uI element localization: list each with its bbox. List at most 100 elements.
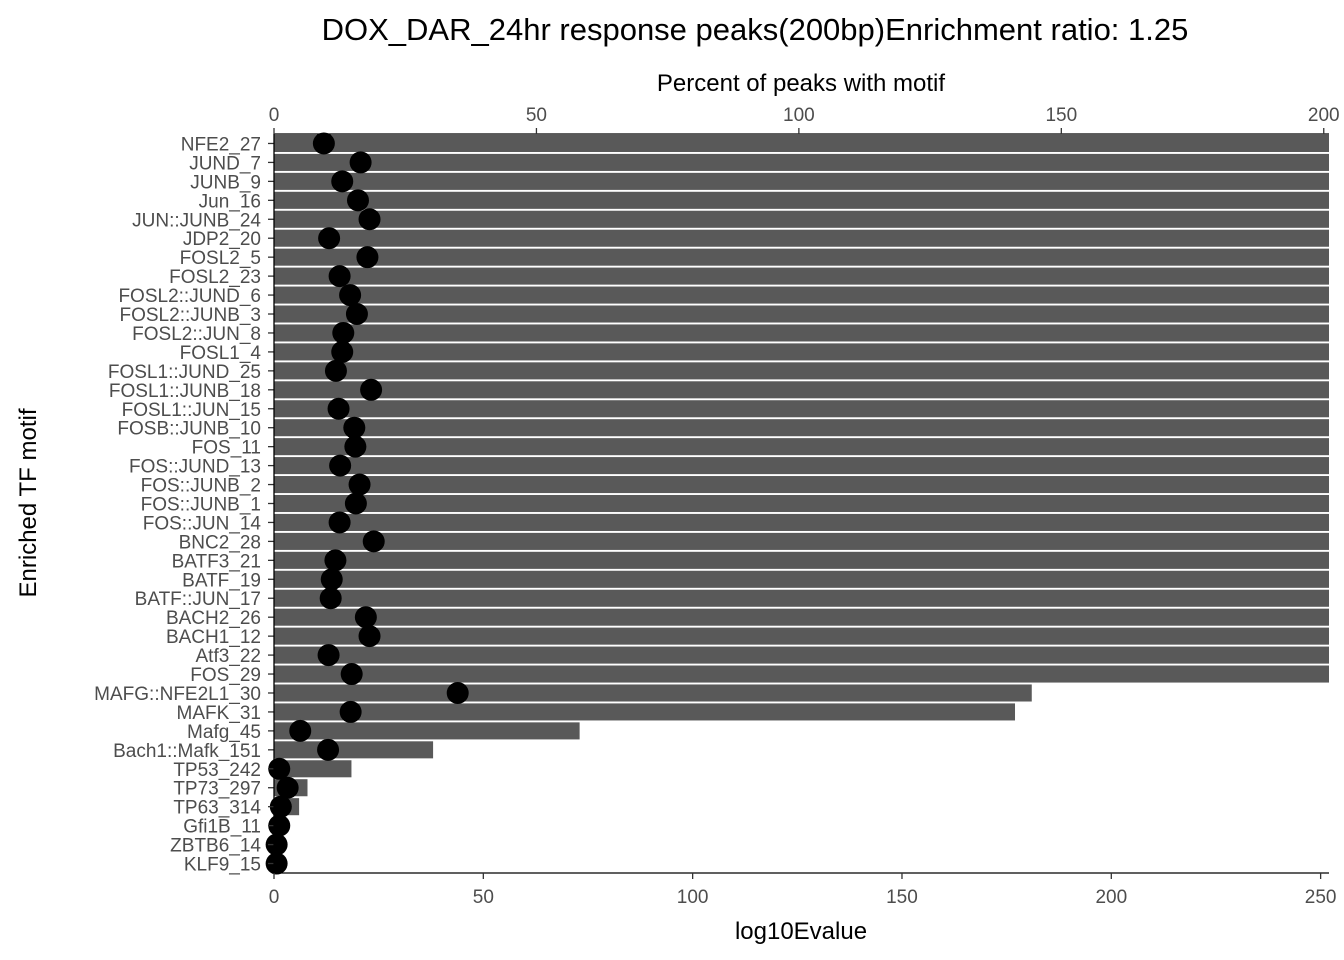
category-label: FOSL2_5	[180, 248, 261, 269]
point-JUND_7	[349, 151, 372, 174]
point-FOSL1::JUND_25	[324, 359, 347, 382]
bar-Atf3_22	[274, 646, 1329, 664]
category-label: BNC2_28	[179, 532, 261, 553]
point-MAFG::NFE2L1_30	[446, 681, 469, 704]
point-FOSL2_5	[356, 246, 379, 269]
category-label: Bach1::Mafk_151	[113, 741, 261, 762]
category-label: FOSL1::JUNB_18	[109, 381, 261, 402]
point-FOSL2::JUN_8	[332, 321, 355, 344]
category-label: MAFK_31	[177, 703, 261, 724]
category-label: FOSL2_23	[169, 267, 261, 288]
category-label: TP53_242	[173, 760, 261, 781]
bar-BNC2_28	[274, 532, 1329, 550]
category-label: Gfi1B_11	[183, 817, 261, 838]
bar-JUN::JUNB_24	[274, 210, 1329, 228]
bottom-tick-label: 150	[886, 887, 918, 908]
bar-Jun_16	[274, 191, 1329, 209]
point-FOS::JUNB_1	[344, 492, 367, 515]
bar-FOSL1::JUND_25	[274, 362, 1329, 380]
point-NFE2_27	[312, 132, 335, 155]
point-JUNB_9	[331, 170, 354, 193]
category-label: JUND_7	[189, 153, 261, 174]
bar-FOS::JUNB_1	[274, 494, 1329, 513]
chart-title: DOX_DAR_24hr response peaks(200bp)Enrich…	[322, 12, 1189, 47]
bar-FOSL2::JUND_6	[274, 286, 1329, 304]
bottom-tick-label: 50	[473, 887, 494, 908]
category-label: JUN::JUNB_24	[132, 210, 261, 231]
point-BATF::JUN_17	[319, 587, 342, 610]
bar-FOS_11	[274, 438, 1329, 456]
points-layer	[265, 132, 469, 875]
point-FOSL1::JUNB_18	[360, 378, 383, 401]
point-FOSL2::JUND_6	[339, 284, 362, 307]
category-label: FOS_29	[190, 665, 261, 686]
point-FOSL1::JUN_15	[327, 397, 350, 420]
category-label: ZBTB6_14	[170, 836, 261, 857]
bar-JUND_7	[274, 153, 1329, 171]
category-label: KLF9_15	[184, 855, 261, 876]
category-label: BATF3_21	[172, 551, 261, 572]
bar-JUNB_9	[274, 172, 1329, 190]
bottom-tick-label: 100	[677, 887, 709, 908]
category-label: FOSB::JUNB_10	[117, 419, 261, 440]
point-FOS_29	[340, 663, 363, 686]
category-label: FOSL2::JUNB_3	[120, 305, 262, 326]
category-label: FOSL2::JUN_8	[132, 324, 261, 345]
bar-FOSL1::JUNB_18	[274, 381, 1329, 399]
bar-FOSL2_23	[274, 267, 1329, 285]
bar-FOS_29	[274, 665, 1329, 683]
bar-BATF_19	[274, 570, 1329, 588]
category-label: FOSL2::JUND_6	[118, 286, 261, 307]
bar-BATF3_21	[274, 551, 1329, 569]
category-label: Mafg_45	[187, 722, 261, 743]
point-Bach1::Mafk_151	[317, 738, 340, 761]
bottom-tick-label: 200	[1095, 887, 1127, 908]
point-JUN::JUNB_24	[358, 208, 381, 231]
bar-NFE2_27	[274, 134, 1329, 153]
point-FOS_11	[344, 435, 367, 458]
point-FOS::JUN_14	[328, 511, 351, 534]
point-ZBTB6_14	[265, 833, 288, 856]
bottom-axis-title: log10Evalue	[735, 918, 867, 945]
bar-Bach1::Mafk_151	[274, 741, 434, 759]
category-label: Atf3_22	[196, 646, 262, 667]
point-TP63_314	[269, 795, 292, 818]
bar-FOS::JUN_14	[274, 513, 1329, 531]
top-tick-label: 0	[269, 105, 280, 126]
y-axis-title: Enriched TF motif	[15, 408, 42, 597]
top-tick-label: 50	[526, 105, 547, 126]
point-FOSL2::JUNB_3	[345, 303, 368, 326]
category-label: NFE2_27	[181, 134, 261, 155]
category-label: JDP2_20	[183, 229, 261, 250]
category-label: BACH1_12	[166, 627, 261, 648]
category-label: FOS::JUND_13	[129, 457, 261, 478]
category-label: TP63_314	[173, 798, 261, 819]
category-label: FOS::JUNB_1	[141, 495, 261, 516]
point-BACH2_26	[354, 606, 377, 629]
bar-FOSL2::JUN_8	[274, 324, 1329, 342]
bar-FOSL1::JUN_15	[274, 400, 1329, 418]
point-FOSL1_4	[331, 340, 354, 363]
category-label: BACH2_26	[166, 608, 261, 629]
top-tick-label: 150	[1045, 105, 1077, 126]
top-tick-label: 200	[1308, 105, 1340, 126]
category-label: BATF_19	[182, 570, 261, 591]
point-Mafg_45	[289, 719, 312, 742]
category-label: TP73_297	[173, 779, 261, 800]
bar-BACH2_26	[274, 608, 1329, 626]
point-TP73_297	[276, 776, 299, 799]
category-label: FOS_11	[192, 438, 261, 459]
category-label: FOS::JUN_14	[143, 513, 262, 534]
bars-layer	[274, 134, 1329, 816]
point-BACH1_12	[358, 625, 381, 648]
category-label: JUNB_9	[190, 172, 261, 193]
bar-FOSL1_4	[274, 343, 1329, 361]
category-label: Jun_16	[199, 191, 261, 212]
point-Jun_16	[346, 189, 369, 212]
bar-FOSL2::JUNB_3	[274, 305, 1329, 323]
bar-FOS::JUND_13	[274, 457, 1329, 475]
category-label: FOSL1::JUN_15	[122, 400, 261, 421]
top-tick-label: 100	[783, 105, 815, 126]
bar-FOSL2_5	[274, 248, 1329, 266]
